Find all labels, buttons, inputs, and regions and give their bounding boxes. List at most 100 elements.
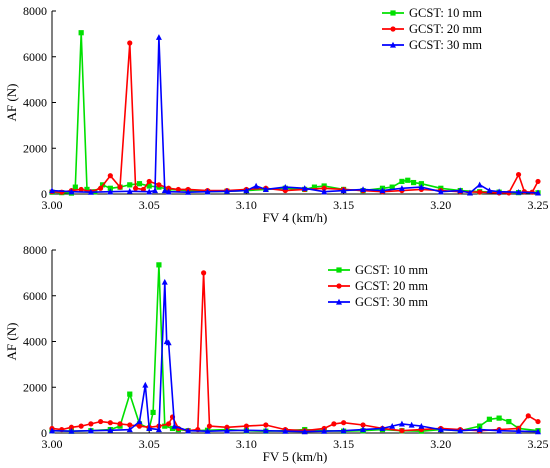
y-tick-label: 0 — [41, 187, 47, 201]
x-tick-label: 3.25 — [528, 437, 549, 451]
series-2-point — [166, 185, 172, 191]
series-2-point — [132, 185, 139, 191]
y-tick-label: 4000 — [23, 96, 47, 110]
series-1-point — [496, 415, 502, 421]
series-3-point — [155, 426, 162, 433]
series-2-point — [98, 418, 104, 425]
legend-marker-1 — [336, 267, 342, 273]
series-1-point — [477, 423, 483, 429]
series-3-point — [466, 189, 473, 196]
legend-marker-2 — [390, 26, 396, 32]
series-3-point — [398, 185, 405, 191]
x-tick-label: 3.20 — [430, 437, 451, 451]
x-tick-label: 3.15 — [333, 198, 354, 212]
y-tick-label: 0 — [41, 426, 47, 440]
series-3-point — [204, 188, 211, 195]
series-2-point — [117, 421, 123, 427]
series-3-point — [360, 186, 367, 193]
series-3-point — [87, 188, 94, 195]
series-line-1 — [51, 264, 539, 433]
series-3-point — [126, 426, 133, 433]
series-3-point — [87, 427, 94, 434]
series-3-point — [49, 427, 55, 434]
x-tick-label: 3.25 — [528, 198, 549, 212]
y-tick-label: 8000 — [23, 4, 47, 18]
series-3-point — [152, 187, 159, 194]
series-2-point — [341, 420, 347, 426]
series-2-point — [68, 424, 75, 430]
series-3-point — [379, 187, 386, 194]
series-3-point — [301, 185, 308, 191]
legend-marker-1 — [390, 10, 396, 16]
y-tick-label: 2000 — [23, 141, 47, 155]
legend-label-3: GCST: 30 mm — [355, 295, 428, 309]
series-2-point — [107, 420, 113, 426]
legend-marker-3 — [336, 298, 342, 305]
x-tick-label: 3.15 — [333, 437, 354, 451]
series-line-2 — [51, 272, 539, 432]
legend-label-1: GCST: 10 mm — [355, 263, 428, 277]
series-3-point — [360, 426, 367, 433]
series-3-point — [301, 428, 308, 435]
series-2-point — [477, 189, 483, 195]
x-axis-label: FV 4 (km/h) — [263, 210, 328, 225]
series-3-point — [340, 187, 347, 194]
series-3-point — [389, 422, 396, 429]
series-3-point — [340, 427, 347, 434]
series-3-point — [68, 427, 75, 434]
series-2-point — [136, 423, 143, 429]
series-3-point — [107, 188, 114, 195]
series-2-point — [535, 418, 541, 425]
series-2-point — [127, 422, 133, 428]
y-axis-label: AF (N) — [4, 323, 19, 361]
series-1-point — [84, 186, 90, 193]
series-3-point — [49, 187, 55, 194]
series-1-point — [150, 409, 156, 416]
series-3-point — [68, 188, 75, 195]
series-2-point — [360, 422, 366, 428]
series-2-point — [399, 428, 405, 434]
x-tick-label: 3.05 — [139, 198, 160, 212]
series-3-point — [457, 187, 464, 194]
series-1-point — [72, 184, 78, 190]
series-1-point — [78, 30, 84, 36]
series-3-point — [136, 418, 143, 425]
series-3-point — [398, 420, 405, 427]
series-3-point — [243, 187, 250, 194]
series-3-point — [223, 427, 230, 434]
series-3-point — [155, 34, 162, 40]
series-3-point — [282, 183, 289, 190]
series-2-point — [146, 178, 152, 185]
series-3-point — [496, 188, 503, 195]
series-3-point — [535, 428, 541, 435]
series-3-point — [457, 427, 464, 434]
series-2-point — [166, 421, 172, 427]
series-3-point — [161, 278, 168, 285]
series-2-point — [127, 40, 133, 46]
legend-marker-2 — [336, 283, 342, 289]
series-1-point — [146, 183, 152, 189]
series-3-point — [476, 181, 483, 188]
series-3-point — [437, 188, 444, 195]
series-line-3 — [51, 281, 539, 433]
series-2-point — [243, 423, 249, 429]
series-3-point — [321, 188, 328, 195]
series-1-point — [486, 416, 492, 422]
series-3-point — [161, 187, 168, 194]
series-3-point — [379, 425, 386, 432]
y-tick-label: 8000 — [23, 243, 47, 257]
series-3-point — [262, 427, 269, 434]
series-3-point — [107, 427, 114, 433]
y-tick-label: 2000 — [23, 380, 47, 394]
series-2-point — [140, 186, 146, 193]
x-tick-label: 3.10 — [236, 437, 257, 451]
series-1-point — [399, 178, 405, 185]
series-3-point — [496, 427, 503, 434]
series-3-point — [418, 422, 425, 429]
legend-label-2: GCST: 20 mm — [355, 279, 428, 293]
series-3-point — [486, 187, 493, 194]
series-2-point — [525, 413, 531, 419]
series-3-point — [185, 188, 192, 195]
series-3-point — [243, 427, 250, 433]
